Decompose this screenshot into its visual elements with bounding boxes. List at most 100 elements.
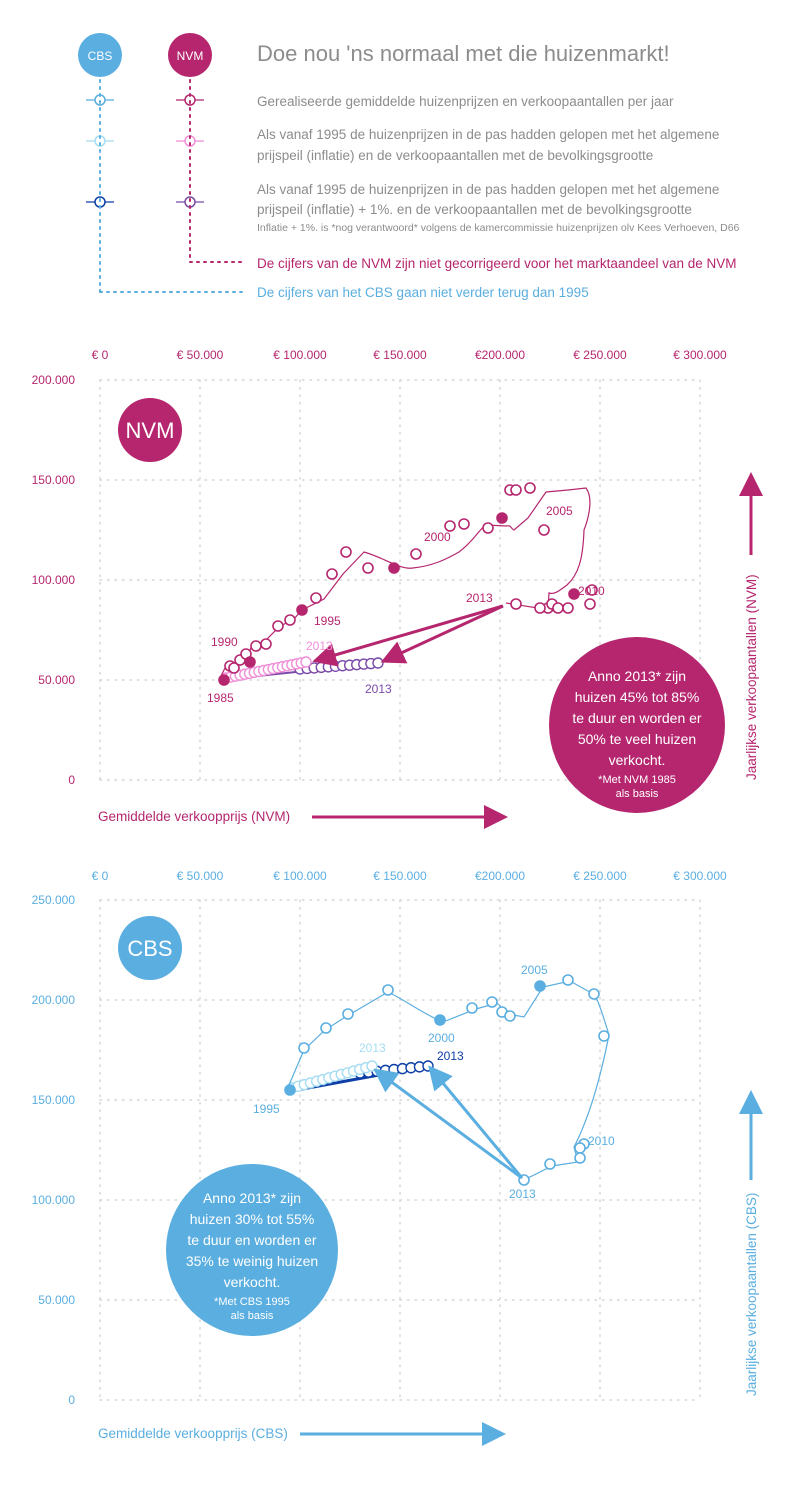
nvm-data-point	[272, 620, 284, 632]
cbs-x-axis-title: Gemiddelde verkoopprijs (CBS)	[98, 1426, 288, 1441]
nvm-data-point	[562, 602, 574, 614]
nvm-data-point	[458, 518, 470, 530]
nvm-year-label: 1990	[211, 635, 238, 649]
nvm-callout-line: verkocht.	[609, 752, 666, 768]
nvm-data-point	[260, 638, 272, 650]
cbs-x-tick-label: € 50.000	[177, 869, 224, 883]
cbs-data-point	[574, 1152, 586, 1164]
cbs-data-point	[342, 1008, 354, 1020]
nvm-x-tick-label: € 300.000	[673, 348, 727, 362]
cbs-x-tick-label: € 0	[92, 869, 109, 883]
cbs-callout-line: huizen 30% tot 55%	[190, 1211, 315, 1227]
cbs-data-point	[588, 988, 600, 1000]
nvm-y-tick-label: 0	[68, 773, 75, 787]
nvm-year-label: 1995	[314, 614, 341, 628]
nvm-chart: € 0 € 50.000 € 100.000 € 150.000 €200.000 € 2…	[32, 348, 763, 829]
nvm-callout-note: *Met NVM 1985	[598, 774, 676, 786]
nvm-note: De cijfers van de NVM zijn niet gecorrig…	[257, 256, 736, 271]
cbs-year-label: 2013	[359, 1041, 386, 1055]
nvm-data-point	[326, 568, 338, 580]
nvm-data-point	[534, 602, 546, 614]
cbs-inflation-point	[366, 1060, 378, 1072]
nvm-legend-badge-label: NVM	[177, 49, 204, 63]
legend-line-inflation-a: Als vanaf 1995 de huizenprijzen in de pa…	[257, 127, 719, 142]
nvm-data-point	[524, 482, 536, 494]
nvm-data-point	[496, 512, 508, 524]
nvm-data-point	[250, 640, 262, 652]
nvm-x-tick-label: € 150.000	[373, 348, 427, 362]
cbs-data-point	[504, 1010, 516, 1022]
cbs-year-label: 2013	[509, 1187, 536, 1201]
nvm-data-point	[482, 522, 494, 534]
nvm-data-point	[444, 520, 456, 532]
nvm-y-tick-label: 100.000	[32, 573, 76, 587]
nvm-data-point	[310, 592, 322, 604]
cbs-chart: € 0 € 50.000 € 100.000 € 150.000 €200.000 € 2…	[32, 869, 763, 1446]
cbs-legend-badge-label: CBS	[88, 49, 113, 63]
cbs-x-axis: € 0 € 50.000 € 100.000 € 150.000 €200.000 € 2…	[92, 869, 727, 883]
cbs-x-tick-label: € 150.000	[373, 869, 427, 883]
nvm-inflation-point	[300, 656, 312, 668]
cbs-year-label: 1995	[253, 1102, 280, 1116]
nvm-data-point	[510, 484, 522, 496]
cbs-y-tick-label: 0	[68, 1393, 75, 1407]
nvm-data-point	[552, 602, 564, 614]
cbs-y-axis: 0 50.000 100.000 150.000 200.000 250.000	[32, 893, 76, 1407]
cbs-x-tick-label: €200.000	[475, 869, 525, 883]
nvm-year-label: 2013	[365, 682, 392, 696]
cbs-data-point	[534, 980, 546, 992]
cbs-y-tick-label: 250.000	[32, 893, 76, 907]
cbs-x-tick-label: € 100.000	[273, 869, 327, 883]
cbs-year-label: 2013	[437, 1049, 464, 1063]
nvm-data-point	[510, 598, 522, 610]
nvm-x-axis-title: Gemiddelde verkoopprijs (NVM)	[98, 809, 290, 824]
nvm-data-point	[538, 524, 550, 536]
cbs-data-point	[434, 1014, 446, 1026]
cbs-data-point	[574, 1142, 586, 1154]
nvm-data-point	[388, 562, 400, 574]
nvm-callout-text: Anno 2013* zijn huizen 45% tot 85% te duur…	[572, 668, 702, 800]
nvm-x-tick-label: € 0	[92, 348, 109, 362]
nvm-inflation-plus-point	[372, 657, 384, 669]
nvm-data-point	[244, 656, 256, 668]
cbs-data-point	[382, 984, 394, 996]
nvm-badge-label: NVM	[126, 418, 175, 443]
nvm-y-axis: 0 50.000 100.000 150.000 200.000	[32, 373, 76, 787]
cbs-y-axis-title: Jaarlijkse verkoopaantallen (CBS)	[744, 1193, 759, 1396]
cbs-data-point	[486, 996, 498, 1008]
cbs-callout-bubble	[166, 1164, 338, 1336]
nvm-year-label: 2000	[424, 530, 451, 544]
cbs-y-tick-label: 200.000	[32, 993, 76, 1007]
nvm-data-point	[284, 614, 296, 626]
nvm-grid	[99, 379, 701, 781]
cbs-grid	[99, 899, 701, 1401]
nvm-data-point	[228, 662, 240, 674]
cbs-y-tick-label: 100.000	[32, 1193, 76, 1207]
cbs-data-point	[466, 1002, 478, 1014]
cbs-callout-note: *Met CBS 1995	[214, 1296, 290, 1308]
cbs-data-point	[298, 1042, 310, 1054]
nvm-x-tick-label: € 50.000	[177, 348, 224, 362]
nvm-arrow-inflation	[312, 604, 504, 667]
cbs-callout-line: te duur en worden er	[187, 1232, 317, 1248]
nvm-x-tick-label: € 100.000	[273, 348, 327, 362]
nvm-data-point	[296, 604, 308, 616]
cbs-year-label: 2010	[588, 1134, 615, 1148]
cbs-data-point	[562, 974, 574, 986]
nvm-realized-series	[218, 482, 598, 686]
cbs-callout-line: Anno 2013* zijn	[203, 1190, 301, 1206]
nvm-callout-line: te duur en worden er	[572, 710, 702, 726]
cbs-callout-note: als basis	[231, 1310, 274, 1322]
legend-line-inflation-plus-note: Inflatie + 1%. is *nog verantwoord* volg…	[257, 222, 740, 234]
cbs-data-point	[544, 1158, 556, 1170]
nvm-data-point	[340, 546, 352, 558]
cbs-callout-line: verkocht.	[224, 1274, 281, 1290]
nvm-callout-bubble	[549, 637, 725, 813]
nvm-y-tick-label: 50.000	[38, 673, 75, 687]
nvm-realized-line	[218, 487, 591, 681]
nvm-badge	[118, 398, 182, 462]
nvm-callout-line: huizen 45% tot 85%	[575, 689, 700, 705]
nvm-data-point	[362, 562, 374, 574]
